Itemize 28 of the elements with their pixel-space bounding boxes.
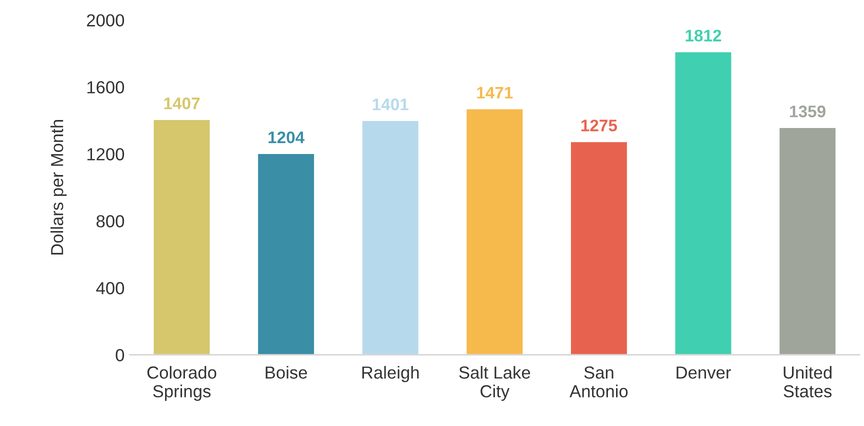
bar	[465, 108, 524, 355]
bar	[674, 50, 733, 355]
y-tick-label: 1200	[87, 148, 124, 160]
bar	[360, 120, 420, 355]
data-label: 1275	[581, 120, 618, 132]
y-tick-label: 0	[116, 349, 124, 362]
x-tick-label: Colorado Springs	[147, 366, 216, 401]
x-tick-label: Boise	[266, 366, 307, 379]
y-tick-label: 1600	[87, 81, 124, 94]
y-tick-label: 400	[96, 282, 124, 294]
bar	[778, 126, 837, 355]
data-label: 1401	[372, 98, 408, 110]
data-label: 1471	[477, 86, 513, 98]
x-tick-label: United States	[784, 366, 832, 398]
y-axis-title: Dollars per Month	[50, 120, 67, 255]
bar	[570, 140, 628, 355]
bar	[256, 152, 316, 355]
x-tick-label: Salt Lake City	[459, 366, 530, 401]
x-tick-label: San Antonio	[570, 366, 628, 398]
bar	[152, 118, 212, 355]
y-tick-label: 800	[96, 215, 124, 228]
data-label: 1407	[164, 98, 200, 110]
x-tick-label: Raleigh	[362, 366, 419, 382]
data-label: 1359	[790, 106, 826, 118]
data-label: 1204	[268, 131, 304, 144]
x-tick-label: Denver	[676, 366, 731, 379]
y-tick-label: 2000	[86, 14, 124, 26]
data-label: 1812	[686, 30, 722, 42]
